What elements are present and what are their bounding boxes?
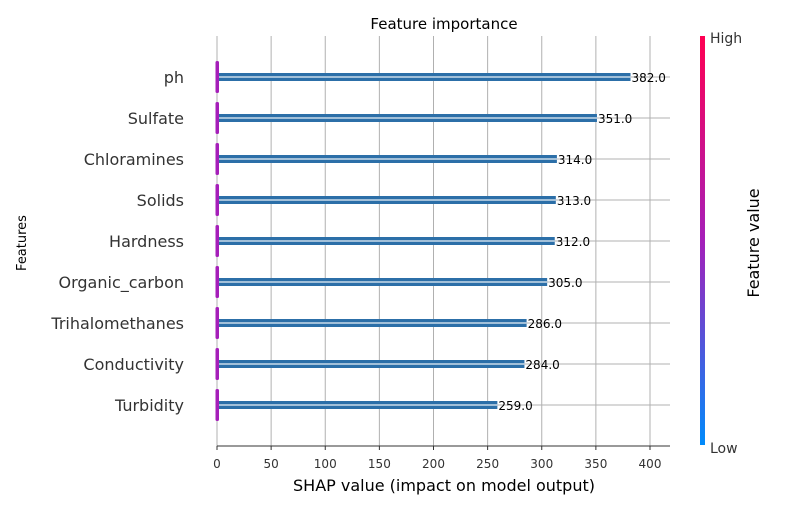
value-label: 382.0	[632, 71, 666, 85]
x-tick-label: 0	[213, 457, 221, 471]
x-tick-label: 250	[476, 457, 499, 471]
colorbar-low-label: Low	[710, 441, 738, 457]
value-labels: 382.0 351.0 314.0 313.0 312.0 305.0 286.0 284.0…	[498, 71, 666, 413]
value-label: 284.0	[525, 358, 559, 372]
colorbar	[700, 36, 705, 445]
feature-value-marker	[215, 389, 219, 421]
x-tick-label: 50	[263, 457, 278, 471]
chart-title: Feature importance	[370, 15, 517, 33]
feature-value-marker	[215, 266, 219, 298]
category-label: Chloramines	[84, 150, 184, 169]
feature-value-marker	[215, 184, 219, 216]
value-label: 313.0	[557, 194, 591, 208]
category-label: Solids	[137, 191, 184, 210]
x-tick-label: 200	[422, 457, 445, 471]
category-label: Trihalomethanes	[50, 314, 184, 333]
value-label: 351.0	[598, 112, 632, 126]
x-tick-label: 300	[530, 457, 553, 471]
x-tick-label: 100	[314, 457, 337, 471]
y-axis-label: Features	[15, 215, 30, 271]
feature-value-marker	[215, 348, 219, 380]
value-label: 286.0	[528, 317, 562, 331]
category-labels: ph Sulfate Chloramines Solids Hardness Organi…	[50, 68, 184, 415]
x-tick-labels: 0 50 100 150 200 250 300 350 400	[213, 446, 661, 471]
feature-value-marker	[215, 61, 219, 93]
category-label: Conductivity	[83, 355, 184, 374]
feature-value-marker	[215, 143, 219, 175]
x-tick-label: 350	[584, 457, 607, 471]
value-label: 305.0	[548, 276, 582, 290]
category-label: Organic_carbon	[59, 273, 185, 293]
bars	[215, 61, 631, 421]
x-axis-label: SHAP value (impact on model output)	[293, 476, 595, 495]
category-label: ph	[164, 68, 184, 87]
colorbar-high-label: High	[710, 31, 742, 47]
category-label: Hardness	[109, 232, 184, 251]
feature-value-marker	[215, 225, 219, 257]
feature-value-marker	[215, 307, 219, 339]
feature-value-marker	[215, 102, 219, 134]
category-label: Turbidity	[114, 396, 184, 415]
category-label: Sulfate	[128, 109, 184, 128]
colorbar-label: Feature value	[744, 188, 763, 297]
x-tick-label: 150	[368, 457, 391, 471]
x-tick-label: 400	[639, 457, 662, 471]
value-label: 312.0	[556, 235, 590, 249]
value-label: 314.0	[558, 153, 592, 167]
value-label: 259.0	[498, 399, 532, 413]
